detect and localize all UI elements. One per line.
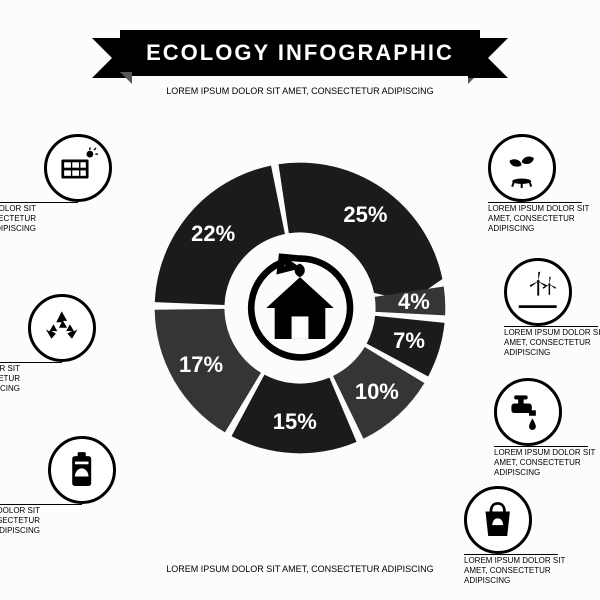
connector-line: [494, 446, 588, 447]
sprout-icon: [488, 134, 556, 202]
connector-line: [0, 504, 82, 505]
caption-recycle: LOREM IPSUM DOLOR SIT AMET, CONSECTETUR …: [0, 364, 20, 394]
caption-solar-panel: LOREM IPSUM DOLOR SIT AMET, CONSECTETUR …: [0, 204, 36, 234]
caption-water-tap: LOREM IPSUM DOLOR SIT AMET, CONSECTETUR …: [494, 448, 600, 478]
title-ribbon: ECOLOGY INFOGRAPHIC: [120, 30, 480, 76]
eco-bag-icon: [464, 486, 532, 554]
water-tap-icon: [494, 378, 562, 446]
center-eco-house-icon: [255, 263, 345, 353]
solar-panel-icon: [44, 134, 112, 202]
connector-line: [0, 202, 78, 203]
caption-wind-turbine: LOREM IPSUM DOLOR SIT AMET, CONSECTETUR …: [504, 328, 600, 358]
battery-leaf-icon: [48, 436, 116, 504]
recycle-icon: [28, 294, 96, 362]
subtitle-top: LOREM IPSUM DOLOR SIT AMET, CONSECTETUR …: [150, 86, 450, 98]
caption-sprout: LOREM IPSUM DOLOR SIT AMET, CONSECTETUR …: [488, 204, 600, 234]
connector-line: [504, 326, 598, 327]
connector-line: [0, 362, 62, 363]
subtitle-bottom: LOREM IPSUM DOLOR SIT AMET, CONSECTETUR …: [150, 564, 450, 576]
connector-line: [464, 554, 558, 555]
caption-eco-bag: LOREM IPSUM DOLOR SIT AMET, CONSECTETUR …: [464, 556, 584, 586]
infographic-stage: ECOLOGY INFOGRAPHIC LOREM IPSUM DOLOR SI…: [0, 0, 600, 600]
caption-battery-leaf: LOREM IPSUM DOLOR SIT AMET, CONSECTETUR …: [0, 506, 40, 536]
wind-turbine-icon: [504, 258, 572, 326]
connector-line: [488, 202, 582, 203]
title-text: ECOLOGY INFOGRAPHIC: [146, 40, 454, 65]
